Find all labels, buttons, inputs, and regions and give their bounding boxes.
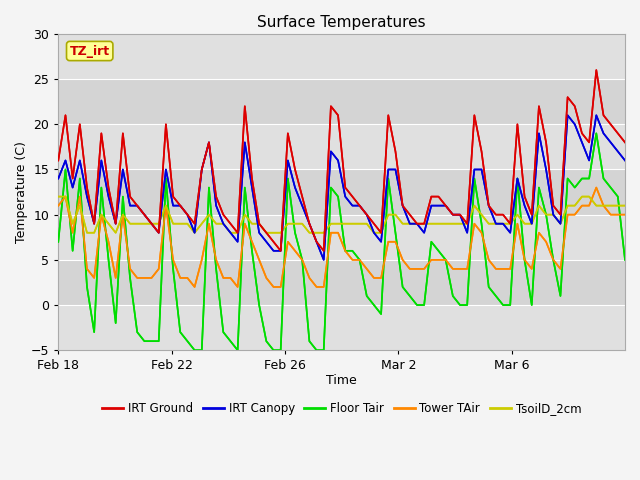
Legend: IRT Ground, IRT Canopy, Floor Tair, Tower TAir, TsoilD_2cm: IRT Ground, IRT Canopy, Floor Tair, Towe… [97, 397, 586, 420]
Bar [58, 79, 625, 124]
Y-axis label: Temperature (C): Temperature (C) [15, 141, 28, 243]
Bar [58, 169, 625, 215]
Text: TZ_irt: TZ_irt [70, 45, 110, 58]
X-axis label: Time: Time [326, 373, 357, 386]
Bar [58, 215, 625, 260]
Title: Surface Temperatures: Surface Temperatures [257, 15, 426, 30]
Bar [58, 34, 625, 79]
Bar [58, 305, 625, 350]
Bar [58, 260, 625, 305]
Bar [58, 124, 625, 169]
